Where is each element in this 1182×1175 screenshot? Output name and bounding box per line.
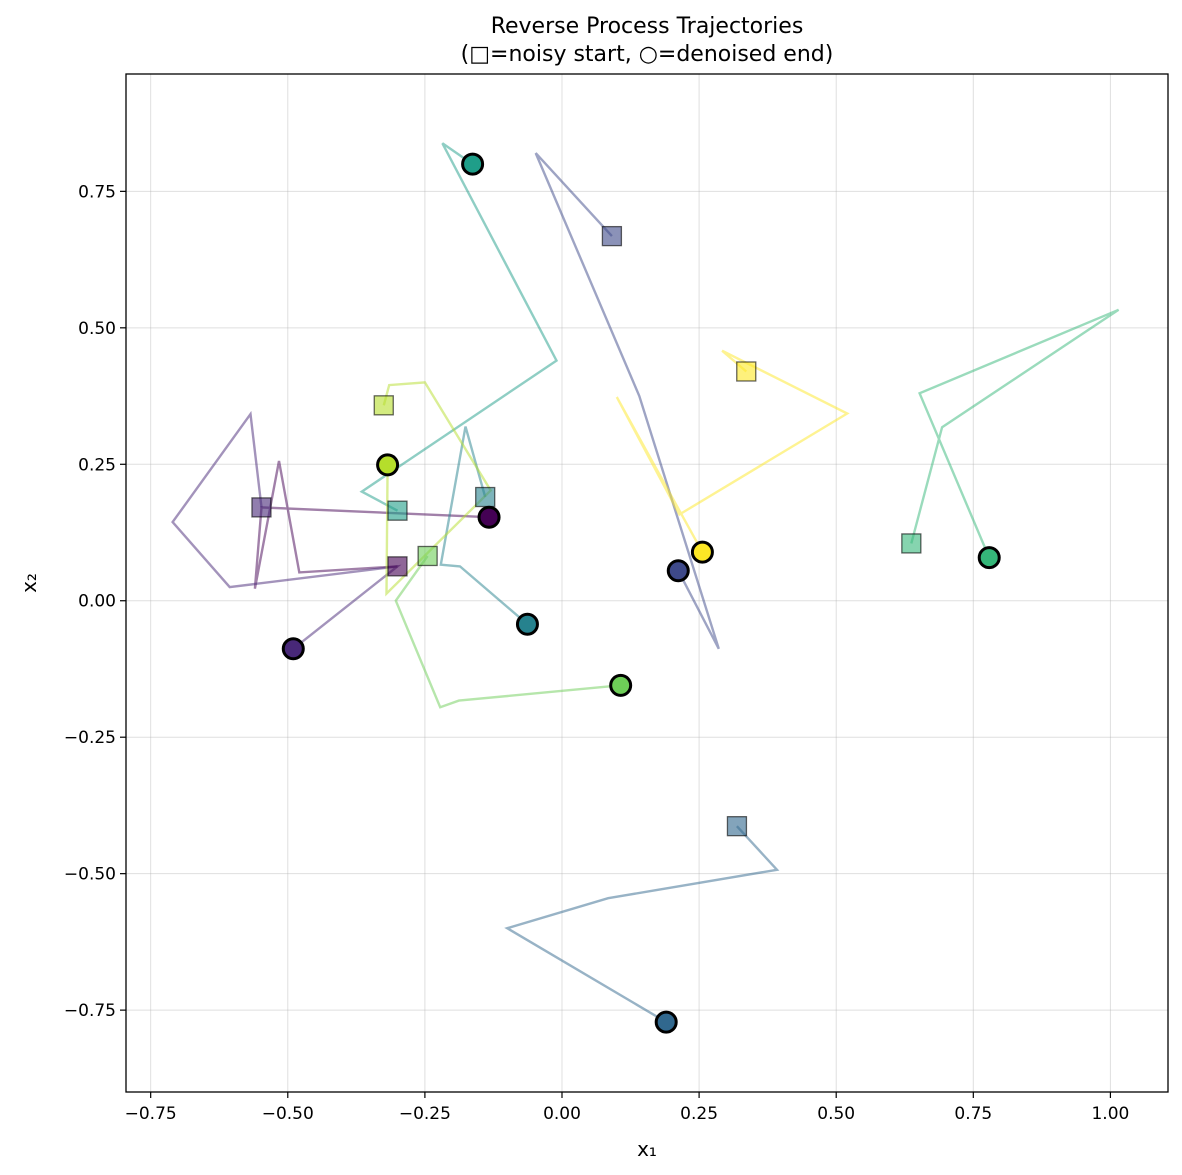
- ticks: −0.75 −0.50 −0.25 0.00 0.25 0.50 0.75 1.00 −0.75…: [64, 182, 1129, 1124]
- trajectory-line: [253, 460, 490, 589]
- y-tick-label: 0.00: [78, 592, 116, 612]
- end-marker-circle: [477, 505, 501, 529]
- x-tick-label: −0.50: [262, 1104, 314, 1124]
- trajectory-line: [504, 825, 780, 1024]
- start-marker-square: [726, 816, 748, 837]
- y-tick-label: 0.50: [78, 319, 116, 339]
- y-tick-label: −0.50: [64, 865, 116, 885]
- end-marker-circle: [654, 1010, 678, 1034]
- y-tick-label: −0.25: [64, 728, 116, 748]
- start-marker-square: [387, 500, 408, 521]
- x-axis-label: x₁: [637, 1137, 657, 1161]
- trajectory-line: [382, 381, 493, 597]
- end-marker-circle: [609, 673, 633, 697]
- y-tick-label: −0.75: [64, 1001, 116, 1021]
- x-tick-label: 0.25: [680, 1104, 718, 1124]
- grid: [126, 74, 1168, 1092]
- start-marker-square: [736, 361, 757, 382]
- y-tick-label: 0.75: [78, 182, 116, 202]
- start-marker-square: [387, 556, 408, 577]
- chart-title: Reverse Process Trajectories: [491, 14, 804, 39]
- markers: [251, 152, 1001, 1034]
- x-tick-label: 0.00: [543, 1104, 581, 1124]
- end-marker-circle: [515, 612, 539, 636]
- plot-frame: [125, 73, 1169, 1093]
- trajectory-line: [615, 349, 850, 553]
- x-tick-label: 0.50: [817, 1104, 855, 1124]
- end-marker-circle: [666, 559, 690, 583]
- start-marker-square: [601, 225, 623, 247]
- trajectory-line: [910, 308, 1120, 559]
- x-tick-label: −0.25: [399, 1104, 451, 1124]
- x-tick-label: 1.00: [1091, 1104, 1129, 1124]
- trajectory-line: [359, 142, 559, 512]
- chart-subtitle: (□=noisy start, ○=denoised end): [461, 42, 834, 67]
- trajectory-line: [171, 410, 402, 650]
- start-marker-square: [417, 545, 438, 567]
- start-marker-square: [901, 533, 922, 554]
- x-tick-label: 0.75: [954, 1104, 992, 1124]
- end-marker-circle: [461, 152, 485, 176]
- trajectory-line: [439, 426, 529, 626]
- end-marker-circle: [977, 546, 1001, 570]
- series-lines: [171, 142, 1120, 1024]
- start-marker-square: [475, 486, 496, 508]
- y-axis-label: x₂: [17, 573, 41, 593]
- trajectory-line: [534, 152, 720, 650]
- y-tick-label: 0.25: [78, 455, 116, 475]
- start-marker-square: [251, 497, 272, 518]
- x-tick-label: −0.75: [125, 1104, 177, 1124]
- end-marker-circle: [690, 540, 714, 564]
- trajectory-line: [394, 555, 621, 709]
- start-marker-square: [373, 395, 394, 416]
- end-marker-circle: [281, 637, 305, 661]
- end-marker-circle: [376, 453, 400, 477]
